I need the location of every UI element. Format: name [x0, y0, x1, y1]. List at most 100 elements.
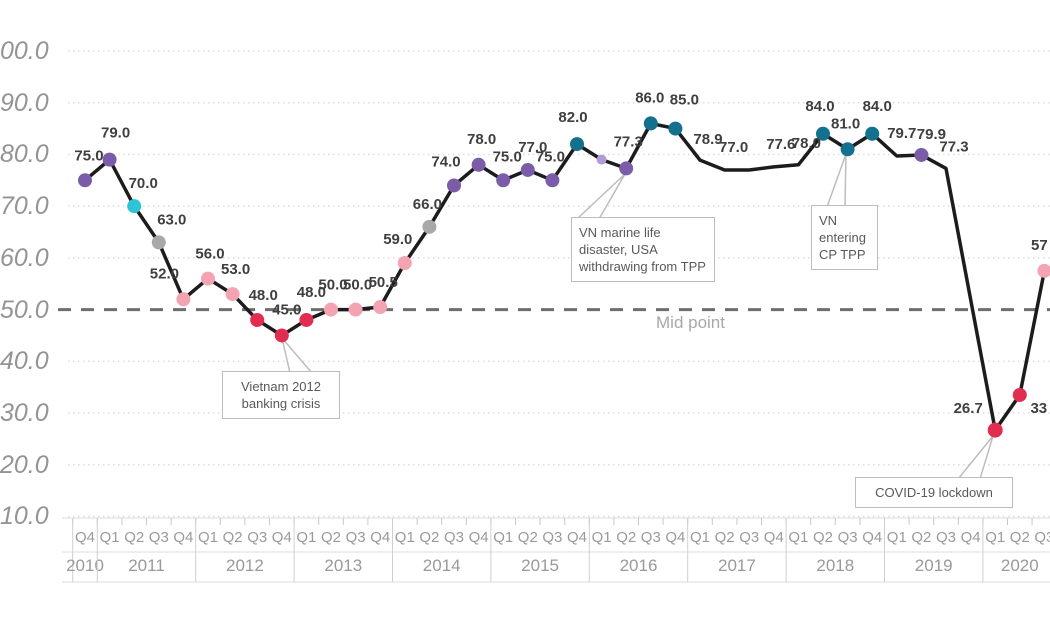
annotation-banking-crisis: Vietnam 2012 banking crisis: [222, 371, 340, 419]
y-axis-label: 70.0: [0, 192, 49, 220]
data-point-q4-2015: [570, 137, 584, 152]
data-point-q4-2018: [865, 126, 880, 141]
x-axis-quarter-label: Q1: [690, 529, 710, 546]
x-axis-quarter-label: Q3: [739, 529, 759, 546]
data-point-q1-2015: [496, 173, 511, 188]
annotation-line: withdrawing from TPP: [579, 259, 706, 274]
x-axis-quarter-label: Q1: [296, 529, 316, 546]
data-point-q2-2014: [422, 219, 437, 234]
data-label: 79.7: [887, 125, 916, 142]
data-point-q2-2015: [520, 162, 535, 177]
data-point-q2-2012: [225, 287, 240, 302]
x-axis-quarter-label: Q1: [788, 529, 808, 546]
x-axis-quarter-label: Q1: [395, 529, 415, 546]
annotation-line: Vietnam 2012: [241, 379, 321, 394]
data-label: 77.3: [614, 133, 643, 150]
data-label: 56.0: [195, 246, 224, 263]
data-label: 48.0: [249, 287, 278, 304]
callout-pointer: [956, 435, 994, 480]
x-axis-quarter-label: Q1: [100, 529, 120, 546]
x-axis-quarter-label: Q3: [838, 529, 858, 546]
annotation-line: VN: [819, 213, 838, 228]
data-label: 79.9: [917, 126, 946, 143]
data-label: 86.0: [635, 89, 664, 106]
x-axis-quarter-label: Q1: [493, 529, 513, 546]
x-axis-quarter-label: Q3: [542, 529, 562, 546]
data-point-q3-2015: [545, 173, 560, 188]
x-axis-quarter-label: Q2: [911, 529, 931, 546]
y-axis-label: 90.0: [0, 89, 49, 117]
data-point-q1-2011: [102, 152, 117, 167]
data-label: 50.5: [369, 274, 398, 291]
y-axis-label: 80.0: [0, 140, 49, 168]
data-point-q2-2018: [816, 126, 830, 141]
x-axis-quarter-label: Q1: [592, 529, 612, 546]
data-point-q4-2012: [274, 328, 289, 343]
data-label: 45.0: [272, 301, 301, 318]
data-label: 66.0: [413, 196, 442, 213]
data-label: 84.0: [805, 98, 834, 115]
data-point-q4-2016: [668, 121, 683, 136]
data-label: 75.0: [493, 148, 522, 165]
data-label: 85.0: [670, 92, 699, 109]
data-label: 78.9: [693, 131, 722, 148]
data-label: 59.0: [383, 231, 412, 248]
x-axis-quarter-label: Q2: [518, 529, 538, 546]
callout-pointer: [825, 153, 847, 208]
x-axis-year-label: 2012: [226, 556, 264, 575]
data-point-q1-2012: [201, 271, 215, 286]
x-axis-quarter-label: Q1: [887, 529, 907, 546]
data-point-q2-2019: [914, 147, 929, 162]
data-label: 78.0: [467, 131, 496, 148]
y-axis-label: 60.0: [0, 244, 49, 272]
x-axis-quarter-label: Q4: [469, 529, 489, 546]
data-label: 81.0: [831, 115, 860, 132]
x-axis-year-label: 2016: [620, 556, 658, 575]
x-axis-year-label: 2015: [521, 556, 559, 575]
data-label: 63.0: [157, 211, 186, 228]
y-axis-label: 30.0: [0, 399, 49, 427]
x-axis-year-label: 2011: [128, 556, 165, 575]
annotation-cptpp: VN entering CP TPP: [811, 205, 878, 270]
x-axis-quarter-label: Q2: [223, 529, 243, 546]
data-point-q1-2014: [397, 256, 412, 271]
data-point-q1-2013: [299, 312, 314, 327]
callout-pointer: [281, 337, 314, 374]
data-point-q3-2020: [1037, 263, 1050, 278]
data-point-q3-2011: [151, 235, 166, 250]
x-axis-quarter-label: Q4: [961, 529, 981, 546]
data-label: 33: [1030, 400, 1047, 417]
x-axis-quarter-label: Q4: [567, 529, 587, 546]
y-axis-label: 10.0: [0, 502, 49, 530]
data-point-q3-2016: [643, 116, 658, 131]
x-axis-quarter-label: Q2: [124, 529, 144, 546]
x-axis-quarter-label: Q2: [419, 529, 439, 546]
data-point-q2-2016: [619, 161, 634, 176]
data-point-q1-2016: [596, 154, 607, 165]
x-axis-quarter-label: Q3: [1034, 529, 1050, 546]
x-axis-quarter-label: Q1: [985, 529, 1005, 546]
data-label: 50.0: [318, 277, 347, 294]
data-point-q3-2012: [250, 312, 265, 327]
x-axis-quarter-label: Q3: [149, 529, 169, 546]
x-axis-quarter-label: Q4: [173, 529, 193, 546]
x-axis-quarter-label: Q4: [862, 529, 882, 546]
x-axis-quarter-label: Q2: [1010, 529, 1030, 546]
data-point-q3-2014: [447, 178, 461, 193]
annotation-covid-lockdown: COVID-19 lockdown: [855, 477, 1013, 508]
data-label: 57: [1031, 237, 1048, 254]
x-axis-quarter-label: Q3: [346, 529, 366, 546]
data-label: 75.0: [74, 147, 103, 164]
data-label: 74.0: [431, 153, 460, 170]
annotation-line: banking crisis: [241, 396, 321, 411]
x-axis-quarter-label: Q4: [370, 529, 390, 546]
annotation-line: VN marine life: [579, 225, 661, 240]
x-axis-year-label: 2018: [816, 556, 854, 575]
data-point-q3-2013: [348, 302, 363, 317]
data-label: 78.0: [792, 135, 821, 152]
x-axis-quarter-label: Q2: [813, 529, 833, 546]
data-point-q4-2013: [373, 300, 388, 315]
annotation-line: COVID-19 lockdown: [875, 485, 993, 500]
